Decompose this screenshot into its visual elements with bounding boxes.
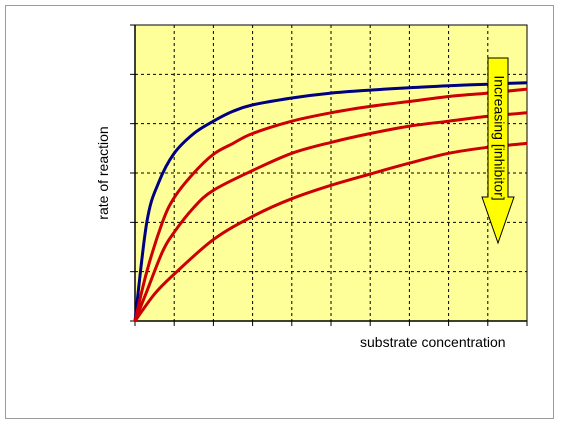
series-line-no-inhibitor (133, 81, 528, 322)
series-line-inhibited-3 (133, 141, 528, 322)
axes (130, 24, 528, 326)
series-line-inhibited-1 (133, 87, 528, 322)
arrow-shape (481, 57, 515, 245)
inhibitor-arrow-label: Increasing [inhibitor] (491, 75, 507, 200)
inhibitor-arrow (481, 57, 515, 245)
series-lines (133, 81, 528, 322)
y-axis-label: rate of reaction (95, 126, 111, 219)
x-axis-label: substrate concentration (360, 334, 506, 350)
series-line-inhibited-2 (133, 111, 528, 322)
